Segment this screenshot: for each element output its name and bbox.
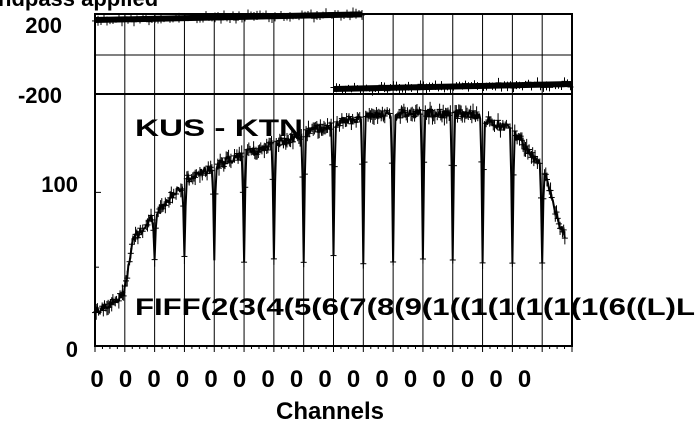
x-tick-label: 0 [461, 366, 474, 393]
x-tick-label: 0 [176, 366, 189, 393]
x-tick-label: 0 [518, 366, 531, 393]
axis-ticks [94, 191, 573, 352]
x-tick-label: 0 [318, 366, 331, 393]
x-tick-label: 0 [204, 366, 217, 393]
x-axis-label: Channels [276, 398, 384, 425]
amplitude-series-line [94, 106, 566, 316]
phase-panel [92, 7, 574, 96]
phase-ytick-bottom: -200 [18, 83, 62, 108]
x-tick-label: 0 [290, 366, 303, 393]
x-tick-label: 0 [375, 366, 388, 393]
if-labels: FIFF(2(3(4(5(6(7(8(9(1((1(1(1(1(1(6((L)L [135, 294, 695, 321]
x-tick-label: 0 [233, 366, 246, 393]
x-tick-label: 0 [347, 366, 360, 393]
x-tick-label: 0 [404, 366, 417, 393]
x-tick-label: 0 [261, 366, 274, 393]
baseline-label: KUS - KTN [135, 115, 303, 142]
x-tick-label: 0 [432, 366, 445, 393]
amp-ytick-0: 0 [66, 337, 78, 362]
x-tick-label: 0 [90, 366, 103, 393]
amplitude-panel [92, 101, 568, 321]
x-tick-label: 0 [489, 366, 502, 393]
x-tick-label: 0 [119, 366, 132, 393]
x-tick-label: 0 [147, 366, 160, 393]
phase-series-line [333, 81, 573, 92]
amp-ytick-100: 100 [41, 172, 78, 197]
phase-ytick-top: 200 [25, 13, 62, 38]
chart-title: ndpass applied [0, 0, 158, 11]
